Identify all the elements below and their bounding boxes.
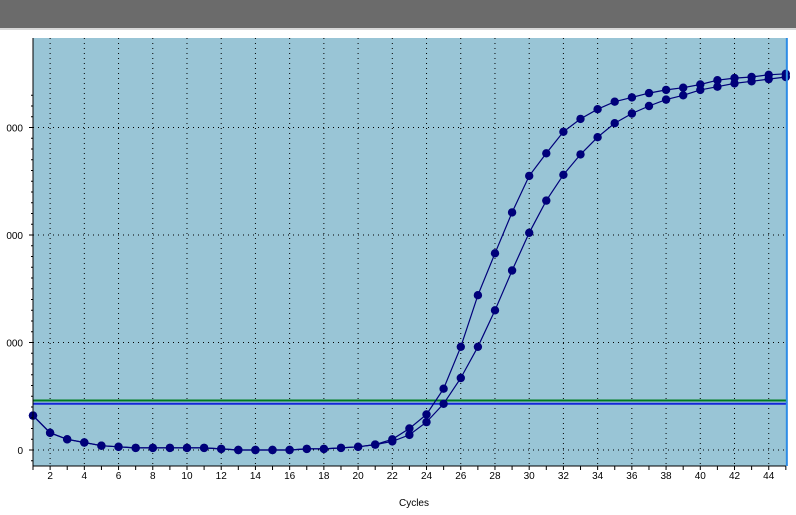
data-point — [764, 74, 773, 84]
series-layer — [28, 69, 790, 455]
grid — [33, 38, 786, 466]
data-point — [217, 444, 226, 454]
x-tick-label: 38 — [661, 471, 673, 482]
data-point — [473, 291, 483, 300]
x-axis-title: Cycles — [399, 498, 429, 509]
x-tick-label: 26 — [455, 471, 467, 482]
data-point — [593, 105, 602, 114]
data-point — [576, 150, 585, 159]
data-point — [542, 196, 551, 205]
data-point — [627, 93, 637, 102]
data-point — [679, 91, 688, 100]
x-tick-label: 8 — [150, 471, 156, 482]
data-point — [627, 109, 637, 118]
data-point — [251, 445, 260, 455]
data-point — [661, 95, 671, 104]
data-point — [559, 170, 568, 179]
data-point — [473, 342, 483, 351]
data-point — [388, 437, 397, 446]
data-point — [62, 435, 72, 444]
data-point — [747, 77, 756, 86]
y-tick-label: 000 — [6, 124, 23, 135]
data-point — [422, 417, 431, 427]
data-point — [80, 438, 89, 447]
data-point — [371, 440, 380, 449]
data-point — [45, 428, 55, 437]
data-point — [644, 101, 654, 111]
data-point — [781, 72, 790, 82]
x-tick-label: 28 — [489, 471, 501, 482]
x-tick-label: 2 — [47, 471, 53, 482]
x-tick-label: 22 — [387, 471, 399, 482]
x-tick-label: 4 — [82, 471, 88, 482]
x-tick-label: 34 — [592, 471, 604, 482]
y-tick-label: 000 — [6, 231, 23, 242]
y-tick-label: 000 — [6, 339, 23, 350]
x-tick-label: 32 — [558, 471, 570, 482]
data-point — [593, 133, 602, 142]
data-point — [610, 119, 619, 128]
data-point — [336, 443, 346, 453]
data-point — [525, 228, 534, 237]
data-point — [148, 443, 157, 453]
data-point — [576, 114, 585, 124]
data-point — [679, 83, 688, 92]
data-point — [131, 443, 140, 453]
title-bar — [0, 0, 796, 28]
x-tick-label: 12 — [216, 471, 228, 482]
data-point — [525, 171, 534, 181]
data-point — [713, 76, 722, 85]
data-point — [542, 149, 551, 158]
data-point — [302, 444, 311, 454]
data-point — [285, 445, 294, 455]
data-point — [97, 441, 106, 450]
plot-area — [33, 38, 786, 466]
data-point — [490, 249, 500, 258]
data-point — [165, 443, 175, 453]
data-point — [114, 442, 123, 451]
x-tick-label: 6 — [116, 471, 122, 482]
data-point — [559, 127, 568, 136]
data-point — [644, 88, 654, 98]
data-point — [405, 424, 414, 433]
threshold-lines — [33, 399, 786, 405]
data-point — [507, 266, 517, 275]
x-tick-label: 20 — [353, 471, 365, 482]
x-tick-label: 42 — [729, 471, 741, 482]
x-tick-label: 30 — [524, 471, 536, 482]
data-point — [490, 306, 500, 315]
data-point — [268, 445, 277, 455]
x-tick-label: 44 — [763, 471, 775, 482]
data-point — [730, 79, 739, 88]
x-tick-label: 24 — [421, 471, 433, 482]
y-tick-label: 0 — [17, 446, 23, 457]
data-point — [456, 373, 465, 383]
data-point — [353, 442, 363, 451]
data-point — [696, 85, 705, 95]
data-point — [199, 443, 209, 453]
data-point — [182, 443, 192, 453]
data-point — [439, 384, 448, 393]
x-tick-label: 36 — [626, 471, 638, 482]
data-point — [319, 444, 329, 454]
x-tick-label: 14 — [250, 471, 262, 482]
data-point — [439, 399, 448, 408]
data-point — [507, 208, 517, 217]
x-tick-label: 40 — [695, 471, 707, 482]
data-point — [234, 445, 243, 455]
data-point — [661, 85, 671, 95]
plot-background — [33, 38, 786, 466]
data-point — [610, 97, 619, 106]
title-bar-divider — [0, 28, 796, 30]
data-point — [405, 430, 414, 440]
data-point — [456, 342, 465, 351]
data-point — [713, 82, 722, 91]
x-tick-label: 10 — [181, 471, 193, 482]
data-point — [422, 410, 431, 419]
x-tick-label: 18 — [318, 471, 330, 482]
x-tick-label: 16 — [284, 471, 296, 482]
